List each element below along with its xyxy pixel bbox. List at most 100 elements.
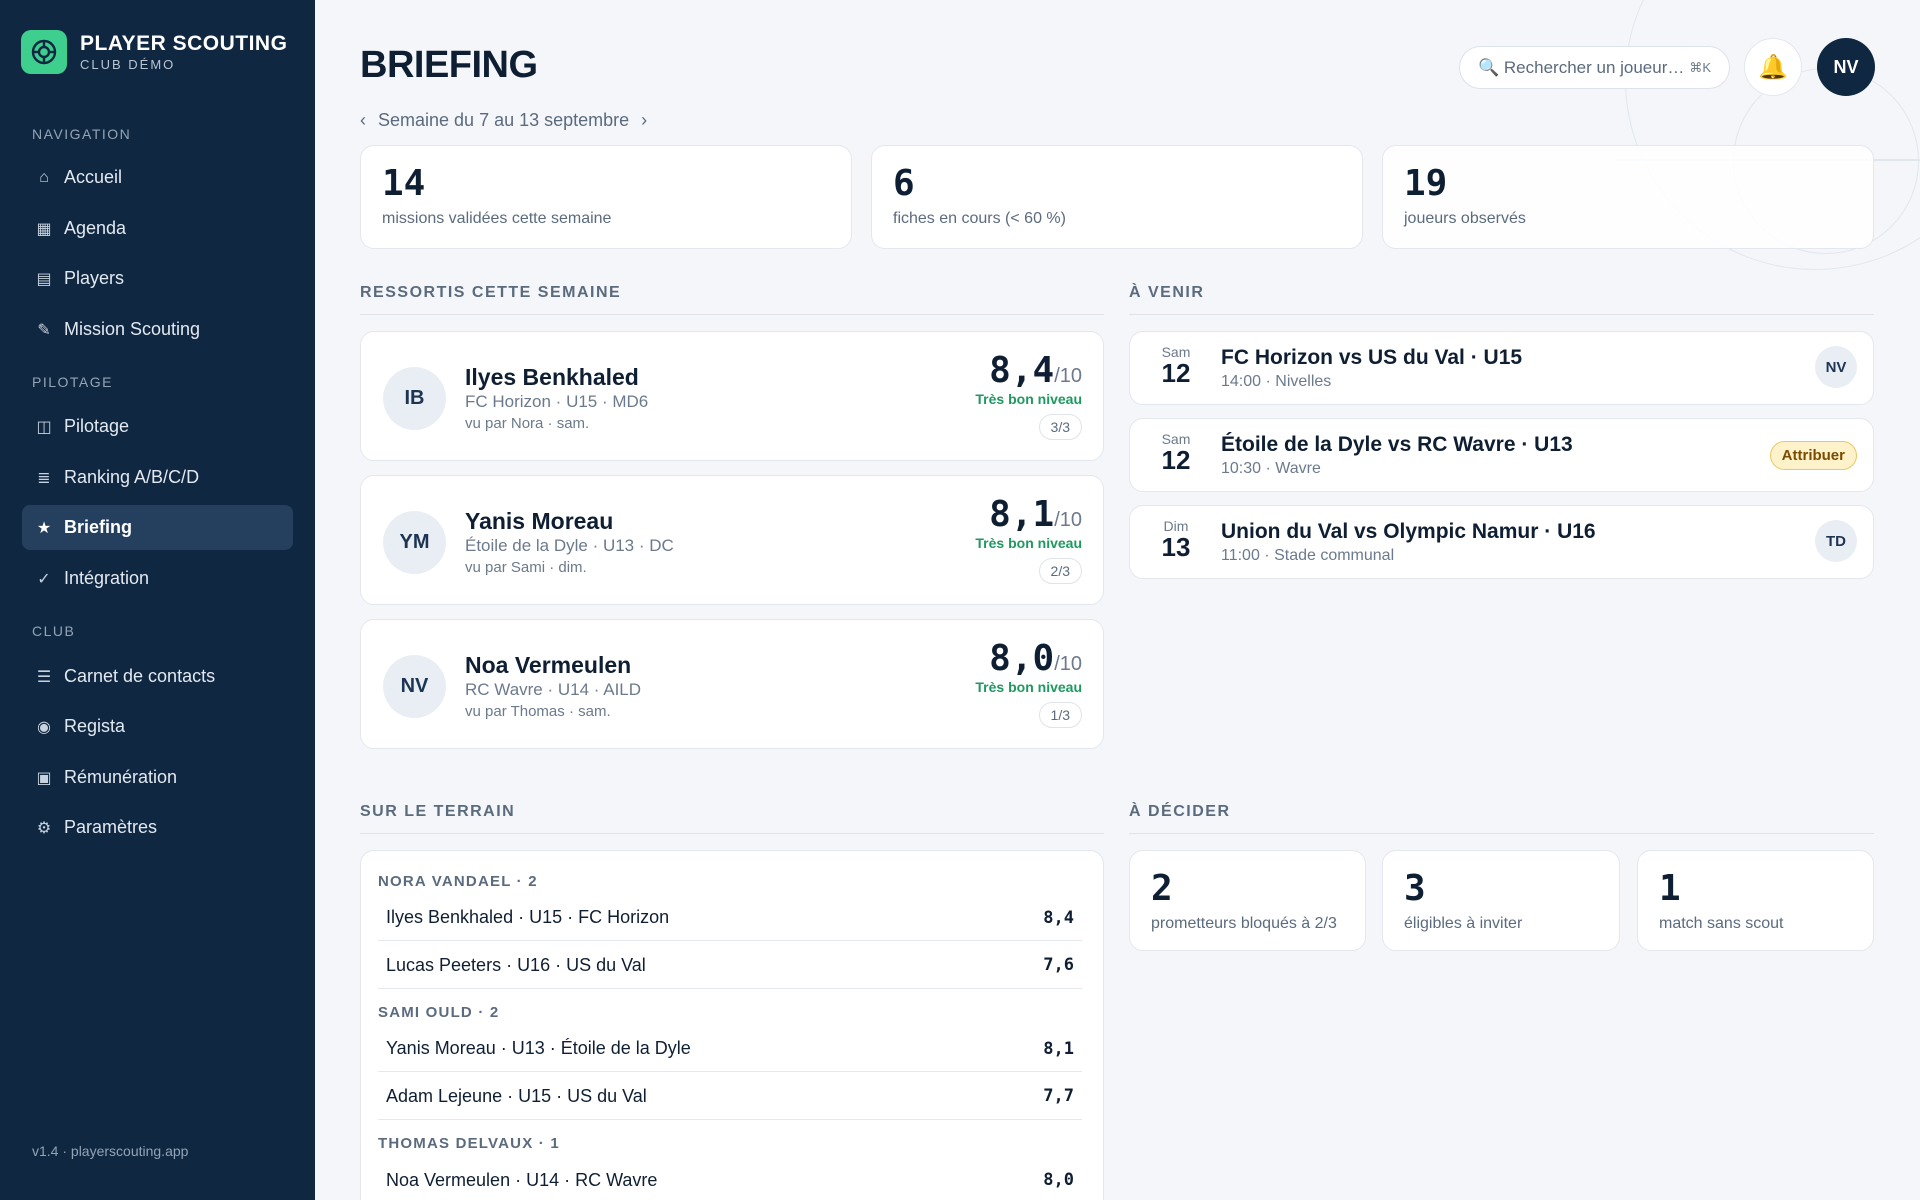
pencil-icon: ✎: [37, 321, 51, 339]
sidebar-item-players[interactable]: ▤ Players: [22, 256, 293, 301]
brand-title: PLAYER SCOUTING: [80, 32, 288, 55]
score-denominator: /10: [1054, 509, 1082, 531]
player-card[interactable]: YM Yanis Moreau Étoile de la Dyle · U13 …: [360, 475, 1104, 605]
decide-card-eligibles[interactable]: 3 éligibles à inviter: [1382, 850, 1620, 951]
decide-card-prometteurs[interactable]: 2 prometteurs bloqués à 2/3: [1129, 850, 1366, 951]
app-version: v1.4 · playerscouting.app: [32, 1143, 189, 1159]
sidebar-item-label: Paramètres: [64, 817, 158, 837]
list-item-score: 8,1: [1043, 1038, 1074, 1059]
event-day-number: 12: [1161, 358, 1191, 388]
score-value: 8,0: [989, 638, 1055, 679]
nav-section-pilotage: PILOTAGE: [32, 374, 113, 390]
decide-value: 3: [1404, 868, 1426, 909]
event-card[interactable]: Sam 12 Étoile de la Dyle vs RC Wavre · U…: [1129, 418, 1874, 492]
stat-value: 14: [382, 163, 426, 204]
section-title-field: SUR LE TERRAIN: [360, 803, 516, 820]
sidebar-item-label: Rémunération: [64, 767, 178, 787]
next-week-button[interactable]: ›: [641, 110, 648, 130]
dashboard-icon: ◫: [36, 418, 52, 436]
section-divider: [1129, 833, 1874, 834]
sidebar-item-integration[interactable]: ✓ Intégration: [22, 556, 293, 601]
home-icon: ⌂: [39, 168, 49, 186]
stat-label: joueurs observés: [1404, 209, 1526, 227]
search-input[interactable]: 🔍 Rechercher un joueur… ⌘K: [1459, 46, 1730, 89]
stat-value: 6: [893, 163, 915, 204]
list-item-label: Noa Vermeulen · U14 · RC Wavre: [386, 1169, 658, 1190]
list-item[interactable]: Yanis Moreau · U13 · Étoile de la Dyle 8…: [378, 1026, 1082, 1072]
player-card[interactable]: IB Ilyes Benkhaled FC Horizon · U15 · MD…: [360, 331, 1104, 461]
list-item-label: Yanis Moreau · U13 · Étoile de la Dyle: [386, 1038, 691, 1058]
event-card[interactable]: Sam 12 FC Horizon vs US du Val · U15 14:…: [1129, 331, 1874, 405]
assigned-scout-avatar[interactable]: NV: [1815, 346, 1857, 388]
event-title: Union du Val vs Olympic Namur · U16: [1221, 520, 1596, 543]
event-day-name: Dim: [1163, 518, 1189, 534]
brand-subtitle: CLUB DÉMO: [80, 57, 176, 72]
sidebar-item-mission-scouting[interactable]: ✎ Mission Scouting: [22, 307, 293, 352]
user-avatar[interactable]: NV: [1817, 38, 1875, 96]
event-card[interactable]: Dim 13 Union du Val vs Olympic Namur · U…: [1129, 505, 1874, 579]
player-meta: Étoile de la Dyle · U13 · DC: [465, 536, 674, 555]
sidebar-item-regista[interactable]: ◉ Regista: [22, 704, 293, 749]
score-denominator: /10: [1054, 653, 1082, 675]
list-item-label: Ilyes Benkhaled · U15 · FC Horizon: [386, 907, 670, 927]
payment-icon: ▣: [36, 769, 52, 787]
stat-label: missions validées cette semaine: [382, 209, 612, 227]
sidebar-item-label: Intégration: [64, 568, 150, 588]
sidebar-item-ranking[interactable]: ≣ Ranking A/B/C/D: [22, 455, 293, 500]
stat-card-fiches: 6 fiches en cours (< 60 %): [871, 145, 1363, 249]
list-item[interactable]: Noa Vermeulen · U14 · RC Wavre 8,0: [378, 1157, 1082, 1200]
event-date: Sam 12: [1146, 431, 1206, 474]
sidebar-item-contacts[interactable]: ☰ Carnet de contacts: [22, 654, 293, 699]
sidebar-item-label: Players: [64, 268, 125, 288]
scout-group-title: NORA VANDAEL · 2: [378, 873, 538, 890]
player-name: Ilyes Benkhaled: [465, 364, 639, 390]
player-name: Noa Vermeulen: [465, 652, 632, 678]
assigned-scout-avatar[interactable]: TD: [1815, 520, 1857, 562]
event-details: 10:30 · Wavre: [1221, 460, 1321, 477]
report-count-badge: 2/3: [1038, 558, 1082, 584]
avatar: YM: [383, 511, 446, 574]
list-item[interactable]: Ilyes Benkhaled · U15 · FC Horizon 8,4: [378, 895, 1082, 941]
section-divider: [360, 833, 1104, 834]
page-title: BRIEFING: [360, 44, 538, 86]
event-details: 14:00 · Nivelles: [1221, 373, 1332, 390]
regista-icon: ◉: [37, 718, 51, 736]
week-navigator: ‹ Semaine du 7 au 13 septembre ›: [360, 110, 647, 131]
decide-label: match sans scout: [1659, 914, 1784, 932]
prev-week-button[interactable]: ‹: [360, 110, 366, 130]
decide-card-match[interactable]: 1 match sans scout: [1637, 850, 1874, 951]
event-details: 11:00 · Stade communal: [1221, 547, 1395, 564]
section-divider: [360, 314, 1104, 315]
sidebar-item-accueil[interactable]: ⌂ Accueil: [22, 155, 293, 200]
assign-scout-button[interactable]: Attribuer: [1769, 441, 1857, 470]
section-divider: [1129, 314, 1874, 315]
brand[interactable]: PLAYER SCOUTING CLUB DÉMO: [21, 30, 287, 74]
score-value: 8,1: [989, 494, 1055, 535]
scout-group-title: THOMAS DELVAUX · 1: [378, 1135, 560, 1152]
list-item[interactable]: Lucas Peeters · U16 · US du Val 7,6: [378, 942, 1082, 988]
sidebar-item-parametres[interactable]: ⚙ Paramètres: [22, 805, 293, 850]
avatar: NV: [383, 655, 446, 718]
player-score: 8,4/10: [989, 350, 1082, 391]
avatar: IB: [383, 367, 446, 430]
level-label: Très bon niveau: [975, 391, 1082, 407]
sidebar-item-label: Pilotage: [64, 416, 130, 436]
sidebar-item-agenda[interactable]: ▦ Agenda: [22, 206, 293, 251]
gear-icon: ⚙: [36, 819, 52, 837]
level-label: Très bon niveau: [975, 679, 1082, 695]
list-item[interactable]: Adam Lejeune · U15 · US du Val 7,7: [378, 1073, 1082, 1119]
check-icon: ✓: [37, 570, 51, 588]
sidebar-item-remuneration[interactable]: ▣ Rémunération: [22, 755, 293, 800]
stat-card-missions: 14 missions validées cette semaine: [360, 145, 852, 249]
list-item-label: Adam Lejeune · U15 · US du Val: [386, 1085, 647, 1106]
decide-value: 1: [1659, 868, 1681, 909]
player-seen-by: vu par Nora · sam.: [465, 415, 590, 432]
player-card[interactable]: NV Noa Vermeulen RC Wavre · U14 · AILD v…: [360, 619, 1104, 749]
sidebar-item-briefing[interactable]: ★ Briefing: [22, 505, 293, 550]
search-shortcut: ⌘K: [1689, 59, 1711, 75]
player-seen-by: vu par Thomas · sam.: [465, 703, 611, 720]
calendar-icon: ▦: [36, 220, 52, 238]
sidebar-item-label: Agenda: [64, 218, 127, 238]
notifications-button[interactable]: 🔔: [1744, 38, 1802, 96]
sidebar-item-pilotage[interactable]: ◫ Pilotage: [22, 404, 293, 449]
